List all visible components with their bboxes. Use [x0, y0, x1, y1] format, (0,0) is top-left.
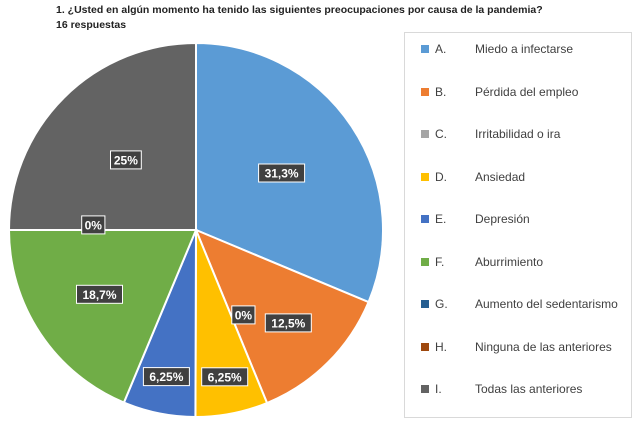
legend-letter: A. — [435, 42, 447, 56]
data-label-box — [201, 367, 249, 387]
data-label: 6,25% — [142, 367, 190, 387]
legend-swatch — [421, 257, 429, 266]
legend-letter: F. — [435, 254, 445, 269]
legend-label: Irritabilidad o ira — [475, 127, 561, 141]
pie-chart: 31,3% 12,5% 0% 6,25% 6,25% 18,7% 0% 25% — [7, 41, 384, 419]
data-label-box — [110, 150, 142, 170]
data-label: 0% — [81, 215, 106, 235]
pie-data-labels: 31,3% 12,5% 0% 6,25% 6,25% 18,7% 0% 25% — [76, 150, 312, 387]
legend-swatch — [421, 45, 429, 53]
legend-item: G. Aumento del sedentarismo — [421, 296, 618, 312]
data-label-text: 0% — [235, 308, 253, 322]
legend-label: Ninguna de las anteriores — [475, 339, 612, 354]
legend-item: B. Pérdida del empleo — [421, 84, 578, 100]
data-label-box — [258, 163, 306, 183]
data-label: 25% — [110, 150, 142, 170]
legend-swatch — [421, 342, 429, 351]
data-label-text: 12,5% — [271, 316, 305, 330]
legend-swatch — [421, 300, 429, 308]
legend-item: I. Todas las anteriores — [421, 381, 582, 397]
data-label-text: 18,7% — [82, 288, 116, 302]
data-label-box — [264, 313, 312, 333]
legend-label: Aumento del sedentarismo — [475, 297, 618, 311]
data-label-box — [142, 367, 190, 387]
data-label-text: 6,25% — [208, 370, 242, 384]
legend: A. Miedo a infectarse B. Pérdida del empleo… — [404, 32, 632, 418]
legend-swatch — [421, 130, 429, 138]
legend-letter: G. — [435, 297, 448, 311]
legend-letter: I. — [435, 382, 442, 396]
legend-item: C. Irritabilidad o ira — [421, 126, 560, 142]
legend-letter: E. — [435, 212, 447, 226]
pie-slices — [7, 41, 384, 419]
data-label-text: 25% — [114, 153, 138, 167]
data-label: 12,5% — [264, 313, 312, 333]
data-label-box — [231, 305, 256, 325]
data-label: 0% — [231, 305, 256, 325]
data-label: 6,25% — [201, 367, 249, 387]
legend-letter: D. — [435, 169, 447, 184]
legend-swatch — [421, 172, 429, 181]
legend-item: D. Ansiedad — [421, 169, 525, 185]
legend-letter: B. — [435, 84, 447, 99]
legend-label: Aburrimiento — [475, 254, 544, 269]
data-label-text: 0% — [85, 218, 103, 232]
legend-letter: H. — [435, 339, 447, 354]
legend-swatch — [421, 87, 429, 96]
pie-slice — [7, 41, 197, 231]
legend-label: Ansiedad — [475, 169, 526, 184]
legend-letter: C. — [435, 127, 447, 141]
legend-item: H. Ninguna de las anteriores — [421, 339, 612, 355]
legend-item: A. Miedo a infectarse — [421, 41, 573, 57]
data-label-text: 31,3% — [265, 167, 299, 181]
data-label-text: 6,25% — [149, 370, 183, 384]
legend-label: Depresión — [475, 212, 530, 226]
legend-swatch — [421, 215, 429, 223]
legend-item: F. Aburrimiento — [421, 254, 543, 270]
chart-title: 1. ¿Usted en algún momento ha tenido las… — [56, 4, 543, 16]
data-label: 18,7% — [76, 284, 123, 304]
chart-subtitle: 16 respuestas — [56, 19, 127, 31]
legend-label: Miedo a infectarse — [475, 42, 574, 56]
legend-label: Todas las anteriores — [475, 382, 583, 396]
legend-label: Pérdida del empleo — [475, 84, 579, 99]
legend-item: E. Depresión — [421, 211, 530, 227]
data-label: 31,3% — [258, 163, 306, 183]
data-label-box — [76, 284, 123, 304]
data-label-box — [81, 215, 106, 235]
legend-swatch — [421, 385, 429, 393]
pie-slice — [7, 229, 198, 404]
